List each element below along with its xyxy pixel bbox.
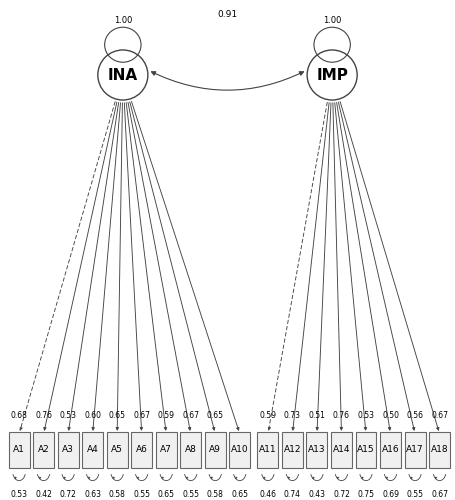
Text: 0.75: 0.75 [358, 490, 374, 499]
Text: 0.53: 0.53 [358, 411, 374, 420]
Text: A17: A17 [406, 446, 424, 454]
Ellipse shape [307, 50, 357, 100]
FancyBboxPatch shape [58, 432, 79, 468]
Text: 0.67: 0.67 [133, 411, 150, 420]
FancyBboxPatch shape [429, 432, 450, 468]
Text: A1: A1 [13, 446, 25, 454]
FancyBboxPatch shape [82, 432, 103, 468]
Text: 0.53: 0.53 [60, 411, 76, 420]
Text: 0.67: 0.67 [431, 411, 448, 420]
FancyBboxPatch shape [106, 432, 127, 468]
Text: 0.65: 0.65 [207, 411, 224, 420]
Text: 0.59: 0.59 [158, 411, 175, 420]
Text: 0.60: 0.60 [84, 411, 101, 420]
Text: A10: A10 [231, 446, 248, 454]
Text: 0.76: 0.76 [333, 411, 350, 420]
Text: 0.56: 0.56 [406, 411, 424, 420]
Text: 0.74: 0.74 [284, 490, 301, 499]
FancyBboxPatch shape [331, 432, 352, 468]
Text: 0.65: 0.65 [158, 490, 175, 499]
Text: A2: A2 [38, 446, 50, 454]
Text: 0.67: 0.67 [431, 490, 448, 499]
Text: 0.65: 0.65 [109, 411, 126, 420]
FancyBboxPatch shape [33, 432, 54, 468]
Text: 0.55: 0.55 [133, 490, 150, 499]
FancyBboxPatch shape [380, 432, 401, 468]
Text: 0.73: 0.73 [284, 411, 301, 420]
FancyBboxPatch shape [180, 432, 201, 468]
Text: A16: A16 [382, 446, 399, 454]
Text: A9: A9 [209, 446, 221, 454]
Text: 0.55: 0.55 [406, 490, 424, 499]
Text: 0.51: 0.51 [308, 411, 325, 420]
FancyBboxPatch shape [205, 432, 226, 468]
Text: 0.50: 0.50 [382, 411, 399, 420]
Text: A4: A4 [87, 446, 99, 454]
Text: A6: A6 [136, 446, 147, 454]
Text: A7: A7 [160, 446, 172, 454]
Text: 0.63: 0.63 [84, 490, 101, 499]
FancyBboxPatch shape [229, 432, 250, 468]
Text: 0.65: 0.65 [231, 490, 248, 499]
Text: 0.59: 0.59 [259, 411, 277, 420]
FancyBboxPatch shape [9, 432, 30, 468]
Text: 0.55: 0.55 [182, 490, 199, 499]
Text: A13: A13 [308, 446, 326, 454]
Text: A8: A8 [185, 446, 197, 454]
Text: IMP: IMP [316, 68, 348, 82]
Text: A18: A18 [431, 446, 448, 454]
Text: A5: A5 [111, 446, 123, 454]
Text: 0.43: 0.43 [308, 490, 325, 499]
FancyBboxPatch shape [156, 432, 177, 468]
Text: INA: INA [108, 68, 138, 82]
Text: 0.46: 0.46 [259, 490, 277, 499]
Text: A12: A12 [283, 446, 301, 454]
Text: A3: A3 [62, 446, 74, 454]
FancyBboxPatch shape [131, 432, 152, 468]
FancyBboxPatch shape [307, 432, 328, 468]
Text: 0.69: 0.69 [382, 490, 399, 499]
Text: 0.72: 0.72 [333, 490, 350, 499]
Text: 0.72: 0.72 [60, 490, 76, 499]
FancyBboxPatch shape [258, 432, 278, 468]
Text: 0.68: 0.68 [10, 411, 27, 420]
Text: A15: A15 [357, 446, 375, 454]
FancyBboxPatch shape [404, 432, 425, 468]
Text: 0.58: 0.58 [207, 490, 224, 499]
Text: A14: A14 [333, 446, 350, 454]
FancyBboxPatch shape [282, 432, 303, 468]
Text: 0.53: 0.53 [10, 490, 28, 499]
Text: A11: A11 [259, 446, 277, 454]
Text: 0.76: 0.76 [35, 411, 52, 420]
Text: 1.00: 1.00 [114, 16, 132, 24]
Text: 0.58: 0.58 [109, 490, 126, 499]
Text: 0.91: 0.91 [217, 10, 238, 20]
FancyArrowPatch shape [152, 72, 303, 90]
Text: 1.00: 1.00 [324, 16, 342, 24]
Text: 0.42: 0.42 [35, 490, 52, 499]
FancyBboxPatch shape [355, 432, 376, 468]
Text: 0.67: 0.67 [182, 411, 199, 420]
Ellipse shape [98, 50, 148, 100]
